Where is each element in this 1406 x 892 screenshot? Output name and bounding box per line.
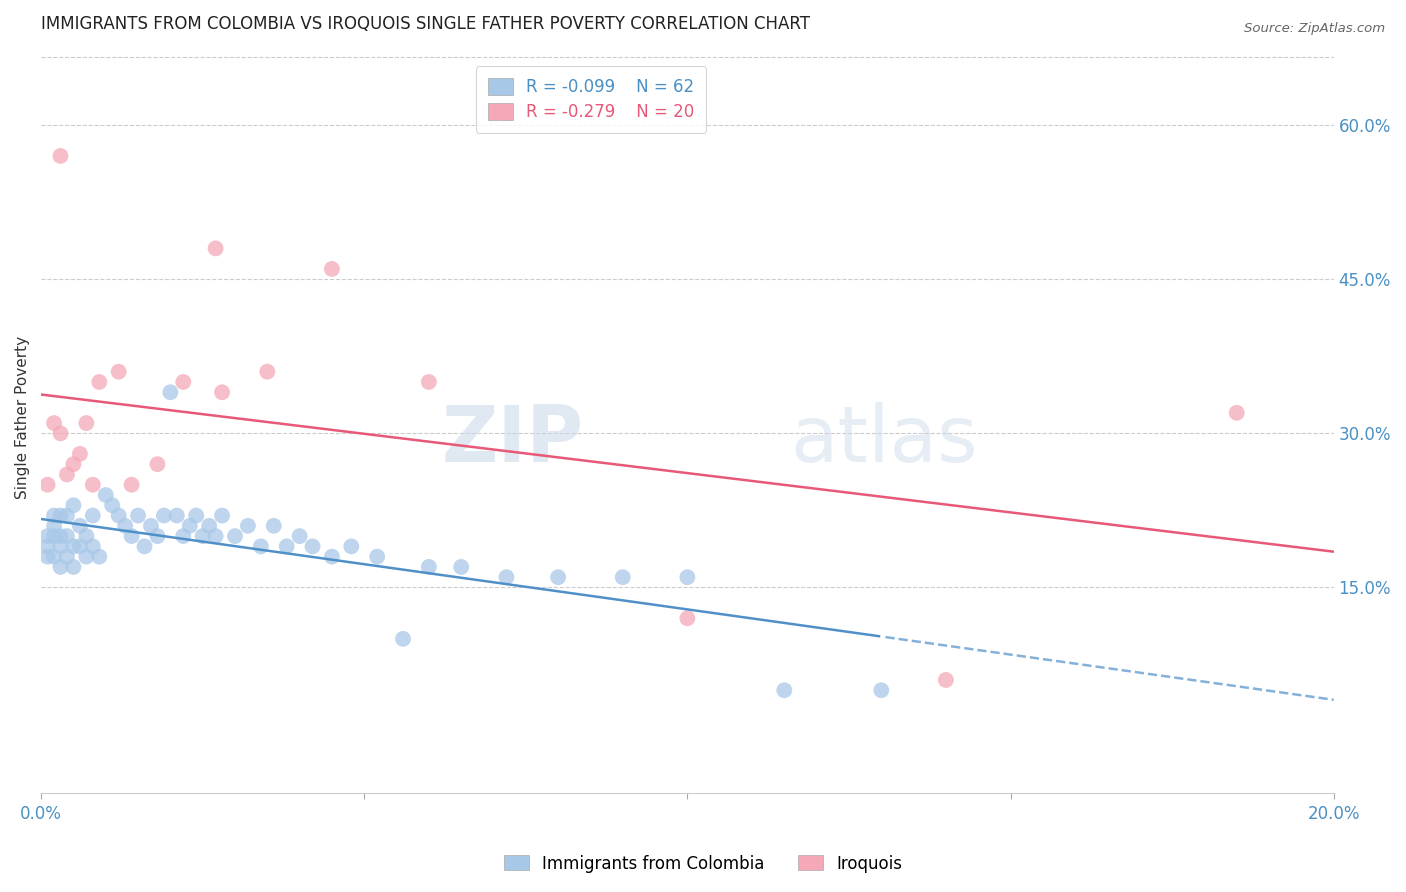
Y-axis label: Single Father Poverty: Single Father Poverty	[15, 336, 30, 500]
Point	[94, 488, 117, 502]
Point	[75, 529, 97, 543]
Point	[49, 149, 72, 163]
Point	[392, 632, 415, 646]
Point	[56, 529, 79, 543]
Point	[114, 518, 136, 533]
Point	[107, 365, 129, 379]
Point	[166, 508, 188, 523]
Text: Source: ZipAtlas.com: Source: ZipAtlas.com	[1244, 22, 1385, 36]
Point	[69, 540, 91, 554]
Point	[159, 385, 181, 400]
Point	[37, 540, 59, 554]
Point	[250, 540, 273, 554]
Point	[49, 426, 72, 441]
Point	[139, 518, 162, 533]
Point	[69, 518, 91, 533]
Point	[134, 540, 156, 554]
Point	[62, 457, 84, 471]
Point	[773, 683, 796, 698]
Point	[146, 457, 169, 471]
Point	[256, 365, 278, 379]
Point	[179, 518, 201, 533]
Point	[340, 540, 363, 554]
Point	[49, 508, 72, 523]
Point	[37, 549, 59, 564]
Point	[366, 549, 388, 564]
Point	[146, 529, 169, 543]
Point	[37, 529, 59, 543]
Point	[121, 477, 143, 491]
Point	[107, 508, 129, 523]
Point	[321, 262, 343, 277]
Point	[935, 673, 957, 687]
Point	[75, 549, 97, 564]
Point	[62, 498, 84, 512]
Point	[211, 508, 233, 523]
Point	[450, 560, 472, 574]
Point	[127, 508, 149, 523]
Point	[153, 508, 176, 523]
Point	[42, 508, 65, 523]
Legend: Immigrants from Colombia, Iroquois: Immigrants from Colombia, Iroquois	[498, 848, 908, 880]
Point	[82, 508, 104, 523]
Point	[418, 560, 440, 574]
Point	[236, 518, 259, 533]
Point	[321, 549, 343, 564]
Point	[69, 447, 91, 461]
Point	[101, 498, 124, 512]
Point	[1226, 406, 1249, 420]
Point	[263, 518, 285, 533]
Point	[676, 611, 699, 625]
Point	[89, 549, 111, 564]
Point	[49, 540, 72, 554]
Point	[121, 529, 143, 543]
Point	[49, 529, 72, 543]
Point	[82, 540, 104, 554]
Point	[82, 477, 104, 491]
Point	[49, 560, 72, 574]
Point	[495, 570, 517, 584]
Point	[89, 375, 111, 389]
Point	[37, 477, 59, 491]
Point	[62, 540, 84, 554]
Point	[42, 529, 65, 543]
Point	[42, 416, 65, 430]
Point	[676, 570, 699, 584]
Point	[75, 416, 97, 430]
Point	[62, 560, 84, 574]
Point	[42, 549, 65, 564]
Point	[191, 529, 214, 543]
Point	[198, 518, 221, 533]
Point	[42, 518, 65, 533]
Point	[186, 508, 208, 523]
Point	[204, 241, 226, 255]
Point	[172, 375, 194, 389]
Point	[56, 508, 79, 523]
Point	[870, 683, 893, 698]
Point	[204, 529, 226, 543]
Point	[56, 467, 79, 482]
Text: ZIP: ZIP	[441, 402, 583, 478]
Point	[172, 529, 194, 543]
Point	[612, 570, 634, 584]
Text: atlas: atlas	[790, 402, 979, 478]
Point	[211, 385, 233, 400]
Point	[418, 375, 440, 389]
Point	[547, 570, 569, 584]
Point	[288, 529, 311, 543]
Text: IMMIGRANTS FROM COLOMBIA VS IROQUOIS SINGLE FATHER POVERTY CORRELATION CHART: IMMIGRANTS FROM COLOMBIA VS IROQUOIS SIN…	[41, 15, 810, 33]
Point	[56, 549, 79, 564]
Legend: R = -0.099    N = 62, R = -0.279    N = 20: R = -0.099 N = 62, R = -0.279 N = 20	[477, 66, 706, 133]
Point	[276, 540, 298, 554]
Point	[224, 529, 246, 543]
Point	[301, 540, 323, 554]
